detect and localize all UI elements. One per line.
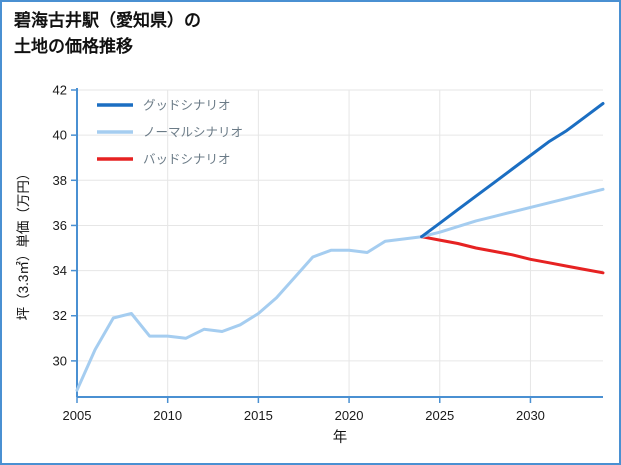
y-tick-label: 38 [53, 173, 67, 188]
y-tick-label: 34 [53, 263, 67, 278]
y-tick-label: 36 [53, 218, 67, 233]
series-normal [420, 187, 605, 239]
series-history [75, 235, 424, 392]
x-tick-label: 2005 [63, 408, 92, 423]
series-bad [420, 235, 605, 275]
y-axis-label: 坪（3.3㎡）単価（万円） [16, 167, 31, 321]
x-tick-label: 2030 [516, 408, 545, 423]
legend-label-normal: ノーマルシナリオ [143, 126, 243, 140]
y-tick-label: 32 [53, 308, 67, 323]
x-axis-label: 年 [333, 429, 348, 446]
chart-title: 碧海古井駅（愛知県）の 土地の価格推移 [14, 8, 201, 59]
y-tick-label: 30 [53, 353, 67, 368]
x-tick-label: 2010 [153, 408, 182, 423]
x-tick-label: 2020 [335, 408, 364, 423]
x-tick-label: 2025 [425, 408, 454, 423]
chart-title-line2: 土地の価格推移 [14, 36, 133, 56]
legend-label-good: グッドシナリオ [143, 99, 231, 113]
legend-label-bad: バッドシナリオ [143, 153, 231, 167]
series-good [420, 102, 605, 239]
chart-title-line1: 碧海古井駅（愛知県）の [14, 11, 201, 30]
y-tick-label: 42 [53, 83, 67, 98]
x-tick-label: 2015 [244, 408, 273, 423]
y-tick-label: 40 [53, 128, 67, 143]
